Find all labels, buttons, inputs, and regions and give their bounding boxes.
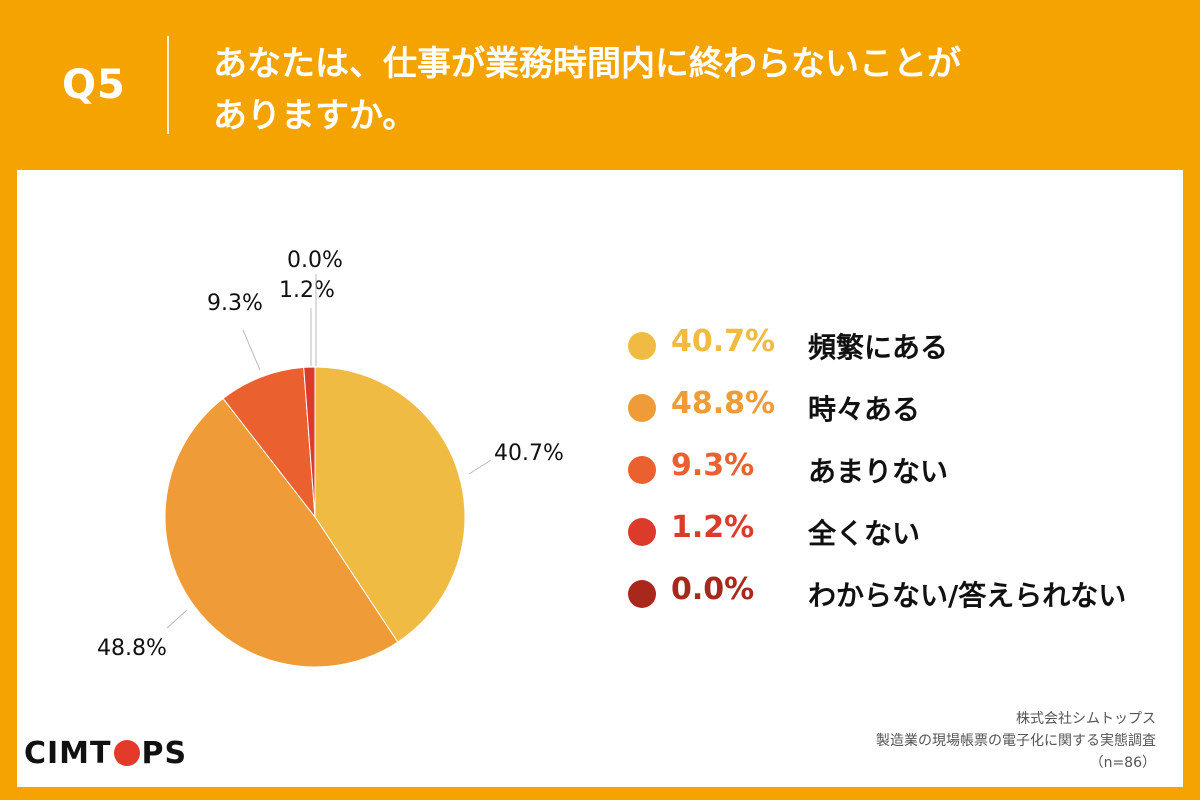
pie-slice [222,366,316,519]
legend-value: 1.2% [671,510,755,545]
leader-line [166,609,188,629]
legend-dot [628,518,656,546]
legend-value: 9.3% [671,448,755,483]
legend-value: 0.0% [671,572,755,607]
legend-label: 頻繁にある [808,331,949,364]
logo-circle-icon [113,740,140,766]
source-note: 株式会社シムトップス 製造業の現場帳票の電子化に関する実態調査 （n=86） [876,708,1156,774]
legend: 40.7% 頻繁にある 48.8% 時々ある 9.3% あまりない 1.2% 全… [628,318,1168,628]
leader-line [242,329,261,371]
legend-dot [628,332,656,360]
company-logo: CIMT PS [24,736,187,771]
leader-line [468,459,492,475]
slice-label: 1.2% [279,278,335,303]
legend-item: 1.2% 全くない [628,504,1168,566]
legend-item: 40.7% 頻繁にある [628,318,1168,380]
logo-text-right: PS [141,736,188,771]
chart-panel: 40.7% 48.8% 9.3% 1.2% 0.0% 40.7% 頻繁にある 48.8%… [17,170,1183,787]
pie-slice [303,366,316,518]
legend-dot [628,456,656,484]
question-title-line2: ありますか。 [213,96,417,136]
legend-dot [628,394,656,422]
source-company: 株式会社シムトップス [1016,711,1156,727]
question-title: あなたは、仕事が業務時間内に終わらないことが ありますか。 [213,38,1153,142]
logo-text-left: CIMT [24,736,112,771]
question-title-line1: あなたは、仕事が業務時間内に終わらないことが [213,44,961,84]
legend-dot [628,580,656,608]
legend-label: 全くない [808,517,921,550]
pie-slice [164,397,399,668]
legend-item: 48.8% 時々ある [628,380,1168,442]
question-header: Q5 あなたは、仕事が業務時間内に終わらないことが ありますか。 [0,0,1200,170]
slice-label: 48.8% [97,636,167,661]
pie-chart: 40.7% 48.8% 9.3% 1.2% 0.0% [97,248,564,668]
legend-item: 0.0% わからない/答えられない [628,566,1168,628]
source-survey: 製造業の現場帳票の電子化に関する実態調査 [876,733,1156,749]
question-number: Q5 [62,62,126,108]
header-divider [167,36,169,134]
slice-label: 40.7% [494,441,564,466]
legend-value: 48.8% [671,386,776,421]
legend-label: あまりない [808,455,949,488]
slice-label: 9.3% [207,291,263,316]
sample-size: （n=86） [1089,755,1156,771]
legend-value: 40.7% [671,324,776,359]
legend-label: 時々ある [808,393,921,426]
slice-label: 0.0% [287,248,343,273]
legend-item: 9.3% あまりない [628,442,1168,504]
legend-label: わからない/答えられない [808,579,1127,612]
